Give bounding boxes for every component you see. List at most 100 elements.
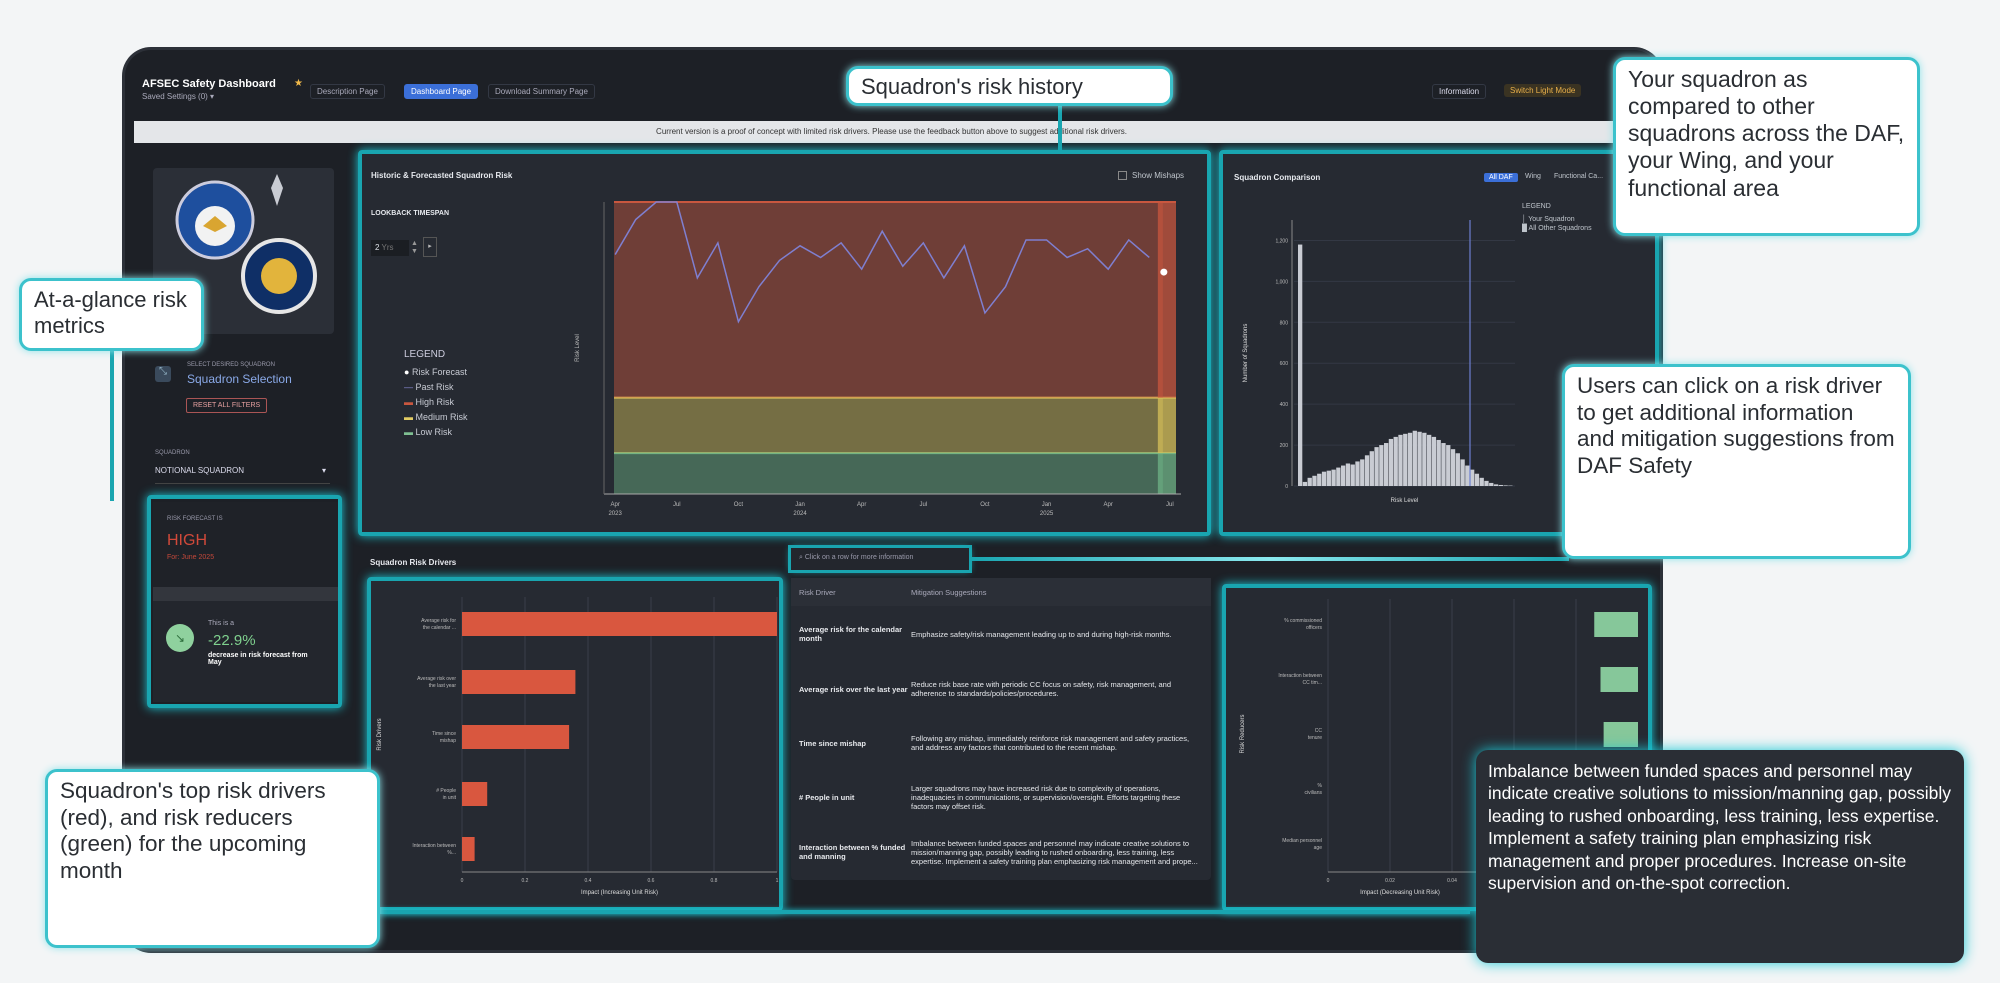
history-chart[interactable]: Risk Level Apr 2023 Jul Oct Jan 2024 Apr Jul Oct J… <box>361 153 1208 533</box>
y-tick-label: 400 <box>1280 402 1289 408</box>
drivers-panel: 0 0.2 0.4 0.6 0.8 1 Average risk for the calend… <box>367 577 783 911</box>
comparison-legend-title: LEGEND <box>1522 203 1551 210</box>
band-low-risk <box>614 453 1163 494</box>
risk-level: HIGH <box>167 532 207 549</box>
table-row[interactable]: Average risk for the calendar month Empha… <box>791 606 1211 662</box>
row-driver: Interaction between % funded and manning <box>799 843 906 861</box>
category-label: civilians <box>1304 790 1322 796</box>
histogram-bar <box>1321 471 1327 486</box>
category-label: age <box>1314 845 1323 851</box>
category-label: CC tim... <box>1303 680 1322 686</box>
table-row[interactable]: Time since mishap Following any mishap, i… <box>791 716 1211 770</box>
apply-button[interactable]: ▸ <box>423 237 437 257</box>
air-force-safety-logo <box>175 174 317 314</box>
x-tick-label: 0.4 <box>585 878 592 884</box>
light-mode-button[interactable]: Switch Light Mode <box>1504 84 1582 97</box>
squadron-dropdown[interactable]: NOTIONAL SQUADRON ▾ <box>155 466 330 484</box>
star-icon[interactable]: ★ <box>294 78 303 89</box>
driver-bar <box>462 725 570 749</box>
legend-title: LEGEND <box>404 349 446 360</box>
histogram-bar <box>1479 477 1484 486</box>
histogram-bar <box>1470 469 1475 486</box>
lookback-label: LOOKBACK TIMESPAN <box>371 210 450 217</box>
comparison-title: Squadron Comparison <box>1234 173 1321 182</box>
information-button[interactable]: Information <box>1432 84 1487 99</box>
toggle-all-daf[interactable]: All DAF <box>1484 173 1518 182</box>
toggle-wing[interactable]: Wing <box>1525 173 1541 180</box>
lookback-unit: Yrs <box>381 243 394 252</box>
lookback-input[interactable]: 2 Yrs <box>371 240 409 256</box>
driver-bar <box>462 670 576 694</box>
y-tick-label: 600 <box>1280 361 1289 367</box>
app-title: AFSEC Safety Dashboard <box>142 78 276 90</box>
show-mishaps-checkbox[interactable]: Show Mishaps <box>1118 171 1184 181</box>
history-title: Historic & Forecasted Squadron Risk <box>371 171 513 180</box>
tab-dashboard[interactable]: Dashboard Page <box>404 84 479 99</box>
histogram-bar <box>1302 481 1308 486</box>
histogram-bar <box>1493 484 1499 486</box>
callout-click-driver: Users can click on a risk driver to get … <box>1562 364 1911 559</box>
band-medium-risk <box>614 397 1163 454</box>
histogram-bar <box>1379 445 1384 486</box>
histogram-bar <box>1455 453 1460 486</box>
table-row[interactable]: Interaction between % funded and manning… <box>791 824 1211 880</box>
histogram-bar <box>1312 475 1317 486</box>
x-tick-label: Jul <box>919 502 927 508</box>
y-axis-label: Risk Level <box>575 334 581 362</box>
x-tick-label: 0 <box>461 878 464 884</box>
toggle-functional-area[interactable]: Functional Ca... <box>1554 173 1604 180</box>
category-label: % <box>1318 783 1323 789</box>
driver-tooltip: Imbalance between funded spaces and pers… <box>1476 750 1964 963</box>
select-squadron-label: SELECT DESIRED SQUADRON <box>187 362 275 368</box>
histogram-bar <box>1441 443 1446 486</box>
callout-at-a-glance: At-a-glance risk metrics <box>19 278 204 351</box>
table-row[interactable]: # People in unit Larger squadrons may hav… <box>791 770 1211 824</box>
lookback-stepper[interactable]: ▲ ▼ <box>411 240 418 255</box>
forecast-band <box>1157 453 1176 494</box>
forecast-label: RISK FORECAST IS <box>167 516 223 522</box>
squadron-selection-link[interactable]: Squadron Selection <box>187 372 292 386</box>
forecast-section: RISK FORECAST IS HIGH For: June 2025 <box>153 502 338 587</box>
histogram-bar <box>1412 430 1417 486</box>
x-tick-label: 0 <box>1327 878 1330 884</box>
category-label: % commissioned <box>1284 618 1322 624</box>
squadron-selection-icon[interactable]: ⤡ <box>155 366 171 382</box>
histogram-bar <box>1393 436 1398 486</box>
category-label: mishap <box>440 738 456 744</box>
category-label: the last year <box>429 683 457 689</box>
comparison-chart[interactable]: 0 200 400 600 800 1,000 1,200 Risk Level Number … <box>1222 153 1656 533</box>
tab-description[interactable]: Description Page <box>310 84 385 99</box>
histogram-bar <box>1388 438 1394 486</box>
x-tick-label: 1 <box>776 878 779 884</box>
histogram-bar <box>1355 461 1360 486</box>
header-risk-driver: Risk Driver <box>799 587 836 597</box>
x-tick-label: Apr <box>1104 502 1113 508</box>
y-tick-label: 800 <box>1280 320 1289 326</box>
x-tick-label: 0.04 <box>1447 878 1457 884</box>
past-risk-line <box>614 201 1150 324</box>
legend-your-squadron: │ Your Squadron <box>1522 216 1575 223</box>
lookback-value: 2 <box>375 243 380 252</box>
histogram-bar <box>1436 439 1441 486</box>
callout-risk-history: Squadron's risk history <box>846 66 1173 106</box>
x-tick-label: Oct <box>980 502 990 508</box>
histogram-bar <box>1398 434 1403 486</box>
app-header: AFSEC Safety Dashboard ★ Saved Settings … <box>134 70 1649 122</box>
search-icon: ⌕ <box>799 554 805 561</box>
row-driver: Average risk for the calendar month <box>799 625 903 643</box>
tab-download-summary[interactable]: Download Summary Page <box>488 84 595 99</box>
table-search-input[interactable]: ⌕ Click on a row for more information <box>791 548 969 570</box>
histogram-bar <box>1307 477 1312 486</box>
saved-settings-dropdown[interactable]: Saved Settings (0) ▾ <box>142 92 215 101</box>
table-row[interactable]: Average risk over the last year Reduce ri… <box>791 662 1211 716</box>
reset-filters-button[interactable]: RESET ALL FILTERS <box>186 398 268 413</box>
chevron-down-icon: ▾ <box>321 466 326 475</box>
histogram-bar <box>1474 473 1480 486</box>
histogram-bar <box>1364 455 1370 486</box>
x-tick-year: 2023 <box>608 511 622 517</box>
histogram-bar <box>1498 484 1503 486</box>
callout-drivers: Squadron's top risk drivers (red), and r… <box>45 769 380 948</box>
notice-banner: Current version is a proof of concept wi… <box>134 121 1649 143</box>
row-driver: Average risk over the last year <box>799 684 908 694</box>
